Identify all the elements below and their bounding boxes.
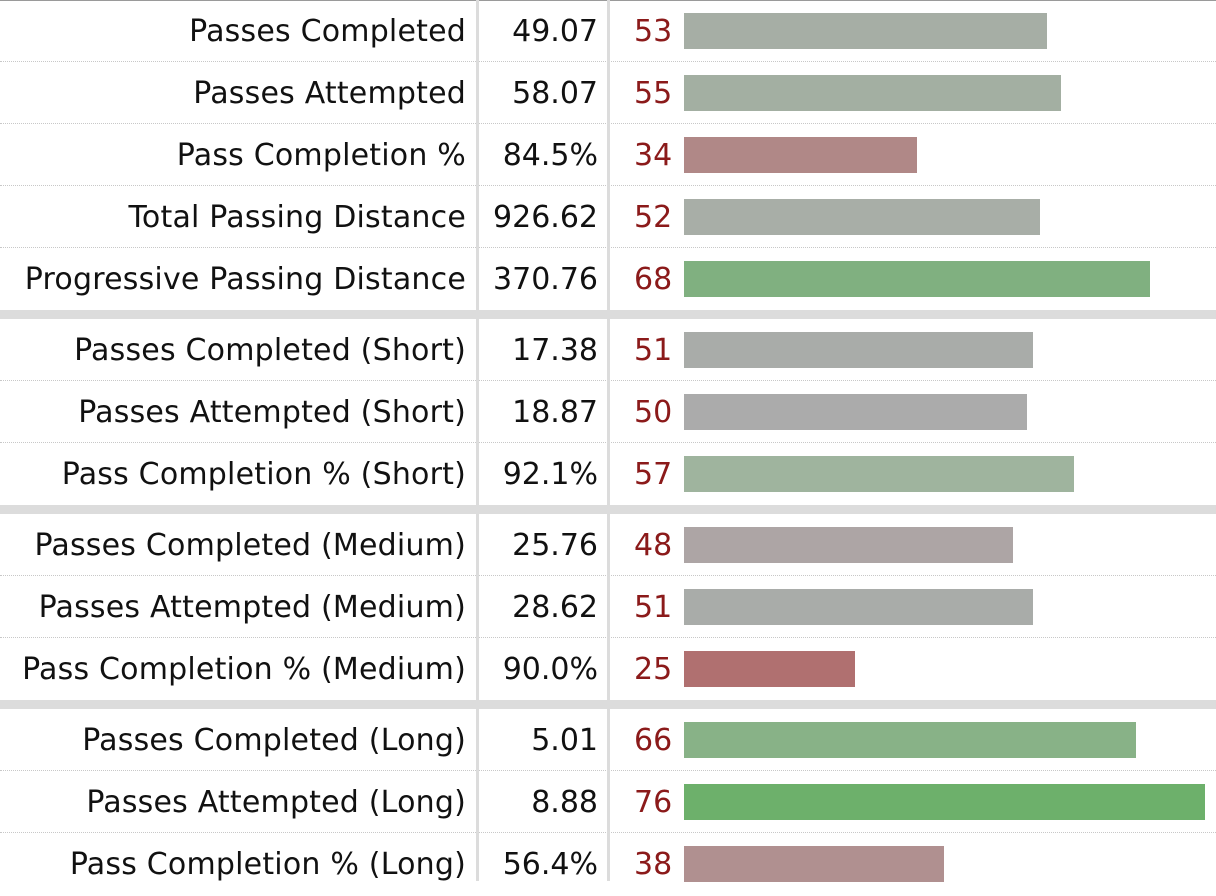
stat-value: 92.1% bbox=[502, 457, 598, 492]
percentile-bar bbox=[684, 527, 1013, 563]
stat-row: Passes Completed (Long) 5.01 66 bbox=[0, 709, 1216, 771]
column-divider bbox=[607, 0, 610, 881]
stat-label: Passes Attempted bbox=[193, 76, 466, 111]
percentile-bar bbox=[684, 13, 1048, 49]
stat-value: 56.4% bbox=[502, 847, 598, 882]
percentile-bar bbox=[684, 137, 917, 173]
stat-row: Passes Completed 49.07 53 bbox=[0, 0, 1216, 62]
column-divider bbox=[476, 0, 479, 881]
stat-label: Pass Completion % (Medium) bbox=[22, 652, 466, 687]
stat-row: Pass Completion % (Long) 56.4% 38 bbox=[0, 833, 1216, 895]
percentile-label: 51 bbox=[634, 333, 673, 368]
percentile-label: 53 bbox=[634, 14, 673, 49]
stat-row: Total Passing Distance 926.62 52 bbox=[0, 186, 1216, 248]
percentile-bar bbox=[684, 261, 1150, 297]
stat-value: 84.5% bbox=[502, 138, 598, 173]
percentile-label: 38 bbox=[634, 847, 673, 882]
percentile-label: 57 bbox=[634, 457, 673, 492]
stat-label: Progressive Passing Distance bbox=[24, 262, 466, 297]
percentile-label: 50 bbox=[634, 395, 673, 430]
percentile-label: 25 bbox=[634, 652, 673, 687]
stat-value: 926.62 bbox=[493, 200, 598, 235]
percentile-bar bbox=[684, 394, 1027, 430]
stat-value: 5.01 bbox=[531, 723, 598, 758]
percentile-bar bbox=[684, 332, 1034, 368]
stat-value: 90.0% bbox=[502, 652, 598, 687]
percentile-bar bbox=[684, 199, 1041, 235]
percentile-label: 52 bbox=[634, 200, 673, 235]
stat-row: Pass Completion % 84.5% 34 bbox=[0, 124, 1216, 186]
stat-row: Progressive Passing Distance 370.76 68 bbox=[0, 248, 1216, 310]
stat-row: Pass Completion % (Medium) 90.0% 25 bbox=[0, 638, 1216, 700]
percentile-label: 76 bbox=[634, 785, 673, 820]
stat-label: Passes Completed (Medium) bbox=[34, 528, 466, 563]
stat-value: 18.87 bbox=[512, 395, 598, 430]
stat-value: 49.07 bbox=[512, 14, 598, 49]
percentile-label: 68 bbox=[634, 262, 673, 297]
percentile-label: 48 bbox=[634, 528, 673, 563]
stat-label: Pass Completion % (Long) bbox=[69, 847, 466, 882]
stat-value: 58.07 bbox=[512, 76, 598, 111]
percentile-label: 51 bbox=[634, 590, 673, 625]
stat-label: Passes Attempted (Medium) bbox=[38, 590, 466, 625]
stat-label: Passes Completed bbox=[189, 14, 466, 49]
stat-row: Pass Completion % (Short) 92.1% 57 bbox=[0, 443, 1216, 505]
stat-value: 17.38 bbox=[512, 333, 598, 368]
stat-value: 370.76 bbox=[493, 262, 598, 297]
stat-label: Pass Completion % (Short) bbox=[61, 457, 466, 492]
stat-label: Passes Attempted (Long) bbox=[86, 785, 466, 820]
percentile-bar bbox=[684, 456, 1075, 492]
percentile-bar bbox=[684, 75, 1061, 111]
percentile-bar bbox=[684, 722, 1137, 758]
stat-label: Pass Completion % bbox=[176, 138, 466, 173]
stat-row: Passes Attempted (Medium) 28.62 51 bbox=[0, 576, 1216, 638]
percentile-label: 55 bbox=[634, 76, 673, 111]
percentile-bar bbox=[684, 784, 1205, 820]
percentile-bar bbox=[684, 846, 945, 882]
stat-label: Total Passing Distance bbox=[128, 200, 466, 235]
percentile-bar bbox=[684, 589, 1034, 625]
stat-value: 28.62 bbox=[512, 590, 598, 625]
percentile-label: 66 bbox=[634, 723, 673, 758]
percentile-bar bbox=[684, 651, 856, 687]
stat-label: Passes Completed (Short) bbox=[74, 333, 466, 368]
stat-label: Passes Attempted (Short) bbox=[78, 395, 466, 430]
stat-value: 8.88 bbox=[531, 785, 598, 820]
stat-value: 25.76 bbox=[512, 528, 598, 563]
percentile-label: 34 bbox=[634, 138, 673, 173]
stat-row: Passes Completed (Short) 17.38 51 bbox=[0, 319, 1216, 381]
stat-label: Passes Completed (Long) bbox=[82, 723, 466, 758]
